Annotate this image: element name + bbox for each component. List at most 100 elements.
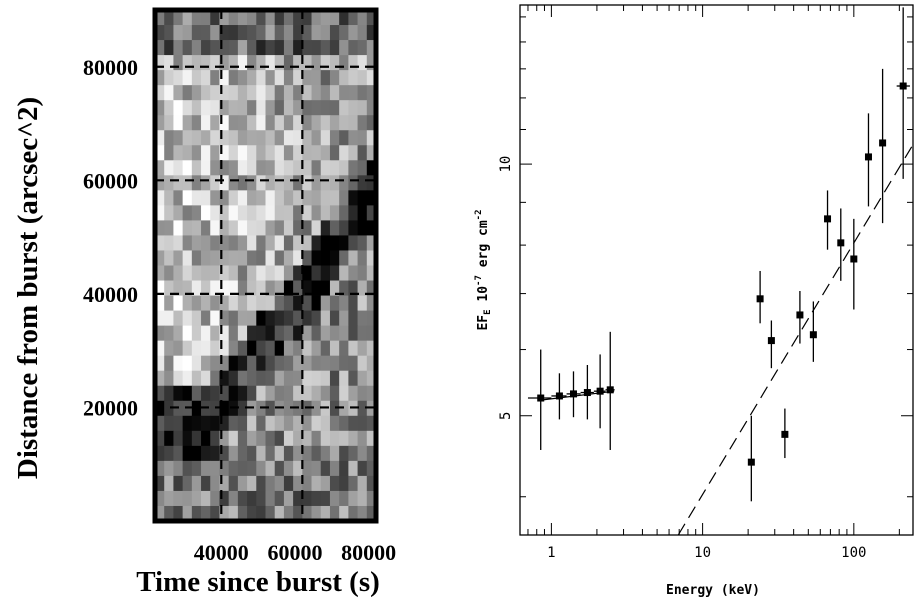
heatmap-cell [265,370,276,387]
heatmap-cell [348,250,358,266]
heatmap-cell [164,250,174,266]
heatmap-cell [274,325,285,342]
heatmap-cell [173,445,184,462]
heatmap-cell [201,505,211,522]
heatmap-cell [320,325,331,342]
heatmap-cell [302,55,312,71]
data-point [796,291,804,344]
heatmap-cell [274,145,285,161]
heatmap-cell [339,10,349,26]
heatmap-cell [237,25,248,41]
heatmap-cell [210,310,220,327]
heatmap-cell [302,115,312,131]
heatmap-cell [201,295,211,311]
heatmap-cell [320,55,331,71]
heatmap-cell [311,400,322,417]
heatmap-cell [274,505,285,522]
heatmap-cell [173,295,184,311]
heatmap-cell [247,85,257,101]
data-point [781,408,789,459]
heatmap-cell [247,490,257,507]
heatmap-cell [210,175,220,191]
heatmap-cell [201,55,211,71]
heatmap-cell [265,400,276,417]
heatmap-cell [329,145,340,161]
heatmap-cell [339,340,349,357]
heatmap-cell [155,25,165,41]
heatmap-cell [210,445,220,462]
heatmap-cell [191,55,202,71]
data-point [809,301,817,362]
heatmap-cell [247,235,257,251]
heatmap-cell [237,160,248,176]
heatmap-cell [228,130,239,146]
heatmap-cell [339,430,349,447]
heatmap-cell [237,145,248,161]
heatmap-cell [311,280,322,296]
heatmap-cell [182,25,193,41]
heatmap-cell [339,205,349,221]
heatmap-cell [155,100,165,116]
heatmap-cell [302,10,312,26]
heatmap-cell [210,55,220,71]
heatmap-cell [302,340,312,357]
heatmap-cell [182,190,193,206]
heatmap-cell [366,70,377,86]
heatmap-cell [256,340,266,357]
heatmap-cell [155,325,165,342]
heatmap-cell [293,70,303,86]
heatmap-cell [311,25,322,41]
heatmap-cell [348,265,358,281]
heatmap-cell [348,310,358,327]
ylabel-tail: erg cm [476,220,491,275]
heatmap-cell [173,385,184,402]
heatmap-cell [191,295,202,311]
heatmap-cell [201,280,211,296]
spectrum-model-curve [540,142,914,536]
heatmap-cell [201,40,211,56]
data-point [551,373,567,420]
heatmap-cell [256,220,266,236]
data-point [527,349,552,450]
heatmap-cell [283,70,294,86]
heatmap-cell [182,145,193,161]
heatmap-y-tick-label: 20000 [83,395,138,420]
heatmap-cell [155,475,165,492]
heatmap-cell [182,55,193,71]
heatmap-cell [219,70,230,86]
heatmap-cell [191,340,202,357]
heatmap-cell [210,130,220,146]
heatmap-cell [357,475,368,492]
heatmap-cell [191,25,202,41]
heatmap-cell [210,220,220,236]
heatmap-cell [201,415,211,432]
heatmap-cell [164,40,174,56]
heatmap-cell [210,25,220,41]
heatmap-x-axis-label: Time since burst (s) [136,566,380,598]
heatmap-cell [219,370,230,387]
heatmap-cell [302,490,312,507]
heatmap-cell [164,385,174,402]
heatmap-cell [274,115,285,131]
heatmap-cell [164,25,174,41]
heatmap-cell [219,55,230,71]
heatmap-cell [311,130,322,146]
heatmap-cell [265,175,276,191]
heatmap-cell [283,85,294,101]
heatmap-cell [247,205,257,221]
data-point [850,218,858,310]
heatmap-cell [201,205,211,221]
heatmap-cell [357,295,368,311]
heatmap-cell [329,190,340,206]
heatmap-cell [237,325,248,342]
heatmap-cell [293,175,303,191]
data-point [864,113,872,207]
heatmap-cell [256,430,266,447]
heatmap-cell [357,10,368,26]
heatmap-cell [191,430,202,447]
heatmap-cell [339,235,349,251]
heatmap-cell [274,160,285,176]
heatmap-cell [201,160,211,176]
heatmap-cell [329,280,340,296]
heatmap-cell [283,235,294,251]
